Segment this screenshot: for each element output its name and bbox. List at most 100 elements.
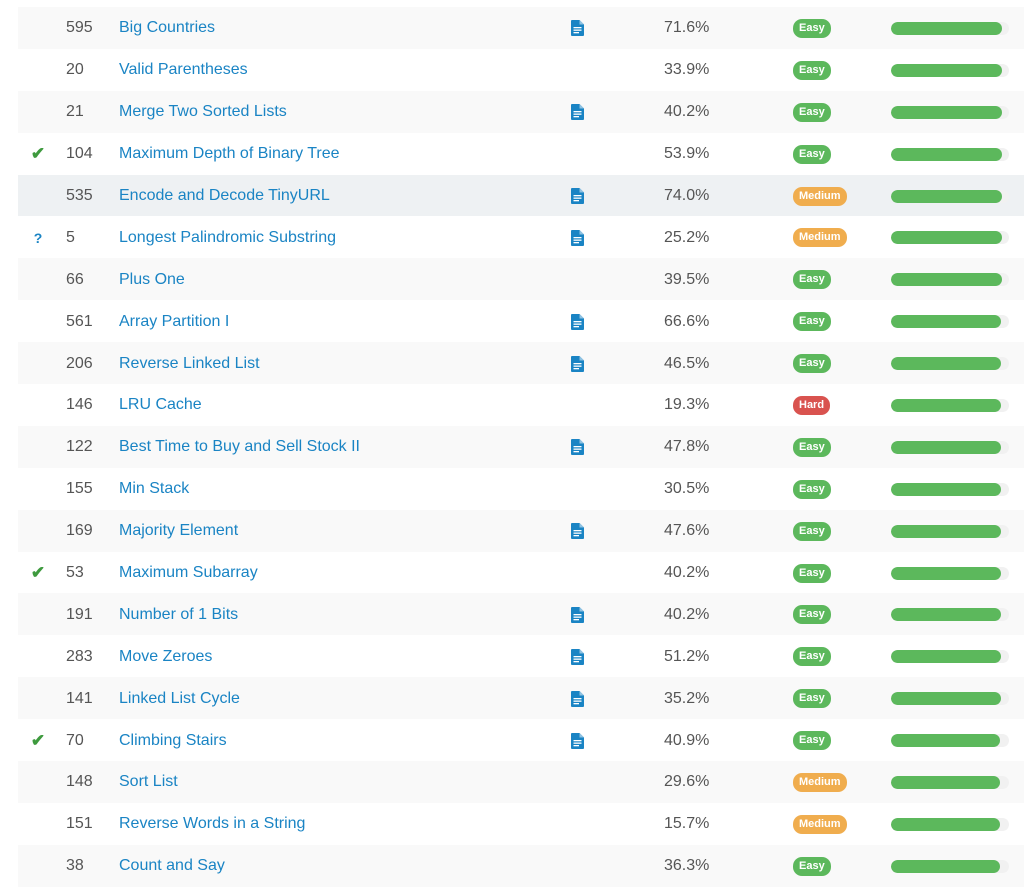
acceptance-rate: 46.5% <box>664 354 710 372</box>
difficulty-badge: Easy <box>793 354 831 374</box>
status-cell <box>26 50 50 91</box>
problem-title-link[interactable]: Best Time to Buy and Sell Stock II <box>119 438 360 456</box>
difficulty-cell: Easy <box>793 846 831 887</box>
problem-title-link[interactable]: Maximum Depth of Binary Tree <box>119 145 340 163</box>
difficulty-badge: Hard <box>793 395 831 415</box>
document-icon[interactable] <box>570 20 584 37</box>
status-cell <box>26 8 50 49</box>
frequency-bar <box>891 482 1009 496</box>
problem-title-link[interactable]: Plus One <box>119 270 185 288</box>
difficulty-cell: Easy <box>793 427 831 468</box>
problem-number: 283 <box>66 647 93 665</box>
document-icon[interactable] <box>570 523 584 540</box>
solution-cell <box>569 92 585 133</box>
document-icon[interactable] <box>570 313 584 330</box>
frequency-cell <box>891 636 1024 677</box>
problem-title-link[interactable]: LRU Cache <box>119 396 202 414</box>
status-cell <box>26 469 50 510</box>
problem-title-link[interactable]: Array Partition I <box>119 312 230 330</box>
problem-title-link[interactable]: Big Countries <box>119 19 216 37</box>
difficulty-badge: Easy <box>793 689 831 709</box>
document-icon[interactable] <box>570 732 584 749</box>
problem-title-link[interactable]: Longest Palindromic Substring <box>119 228 337 246</box>
problem-number: 66 <box>66 270 84 288</box>
problem-number: 70 <box>66 731 84 749</box>
difficulty-cell: Easy <box>793 636 831 677</box>
table-row: ? 5 Longest Palindromic Substring 25.2% Medi… <box>18 216 1024 258</box>
document-icon[interactable] <box>570 606 584 623</box>
difficulty-badge: Medium <box>793 186 847 206</box>
check-icon: ✔ <box>30 144 46 164</box>
difficulty-cell: Easy <box>793 594 831 635</box>
frequency-bar-fill <box>891 859 1000 873</box>
frequency-cell <box>891 92 1024 133</box>
problem-title-link[interactable]: Min Stack <box>119 480 190 498</box>
problem-title-link[interactable]: Valid Parentheses <box>119 61 248 79</box>
problem-number: 122 <box>66 438 93 456</box>
table-row: 146 LRU Cache 19.3% Hard <box>18 384 1024 426</box>
difficulty-badge: Easy <box>793 647 831 667</box>
status-cell <box>26 511 50 552</box>
problem-number: 595 <box>66 19 93 37</box>
problem-number: 20 <box>66 61 84 79</box>
frequency-bar-fill <box>891 398 1001 412</box>
difficulty-cell: Easy <box>793 720 831 761</box>
frequency-cell <box>891 553 1024 594</box>
table-row: 535 Encode and Decode TinyURL 74.0% Medium <box>18 174 1024 217</box>
solution-cell <box>569 553 585 594</box>
difficulty-cell: Easy <box>793 8 831 49</box>
problem-title-link[interactable]: Reverse Words in a String <box>119 815 306 833</box>
problem-title-link[interactable]: Encode and Decode TinyURL <box>119 187 330 204</box>
status-cell <box>26 678 50 719</box>
frequency-cell <box>891 301 1024 342</box>
problem-title-link[interactable]: Merge Two Sorted Lists <box>119 103 287 121</box>
problem-number: 146 <box>66 396 93 414</box>
problem-title-link[interactable]: Move Zeroes <box>119 647 213 665</box>
problem-title-link[interactable]: Majority Element <box>119 522 239 540</box>
table-row: 21 Merge Two Sorted Lists 40.2% Easy <box>18 90 1024 133</box>
problem-number: 5 <box>66 228 75 246</box>
difficulty-badge: Easy <box>793 270 831 290</box>
document-icon[interactable] <box>570 439 584 456</box>
problem-title-link[interactable]: Count and Say <box>119 857 225 875</box>
difficulty-cell: Easy <box>793 301 831 342</box>
table-row: ✔ 70 Climbing Stairs 40.9% Easy <box>18 719 1024 761</box>
status-cell <box>26 427 50 468</box>
frequency-bar-fill <box>891 482 1001 496</box>
solution-cell <box>569 385 585 426</box>
document-icon[interactable] <box>570 188 584 204</box>
document-icon[interactable] <box>570 690 584 707</box>
question-icon: ? <box>33 229 43 246</box>
difficulty-badge: Easy <box>793 60 831 80</box>
difficulty-cell: Medium <box>793 217 847 258</box>
frequency-bar-fill <box>891 105 1002 119</box>
document-icon[interactable] <box>570 104 584 121</box>
problem-title-link[interactable]: Sort List <box>119 773 178 791</box>
problem-title-link[interactable]: Maximum Subarray <box>119 564 258 582</box>
table-row: 20 Valid Parentheses 33.9% Easy <box>18 49 1024 91</box>
problem-title-link[interactable]: Climbing Stairs <box>119 731 227 749</box>
frequency-bar-fill <box>891 440 1001 454</box>
problem-title-link[interactable]: Number of 1 Bits <box>119 605 239 623</box>
document-icon[interactable] <box>570 648 584 665</box>
problem-number: 21 <box>66 103 84 121</box>
difficulty-cell: Easy <box>793 50 831 91</box>
problem-number: 535 <box>66 187 93 204</box>
document-icon[interactable] <box>570 355 584 372</box>
document-icon[interactable] <box>570 229 584 246</box>
frequency-bar-fill <box>891 734 1000 748</box>
solution-cell <box>569 720 585 761</box>
table-row: 191 Number of 1 Bits 40.2% Easy <box>18 593 1024 636</box>
status-cell: ✔ <box>26 134 50 175</box>
status-cell <box>26 343 50 384</box>
problem-title-link[interactable]: Reverse Linked List <box>119 354 260 372</box>
acceptance-rate: 40.2% <box>664 103 710 121</box>
frequency-bar <box>891 315 1009 329</box>
status-cell: ✔ <box>26 553 50 594</box>
problem-title-link[interactable]: Linked List Cycle <box>119 689 240 707</box>
difficulty-cell: Easy <box>793 343 831 384</box>
check-icon: ✔ <box>30 563 46 583</box>
frequency-bar <box>891 105 1009 119</box>
frequency-cell <box>891 720 1024 761</box>
frequency-bar <box>891 231 1009 245</box>
